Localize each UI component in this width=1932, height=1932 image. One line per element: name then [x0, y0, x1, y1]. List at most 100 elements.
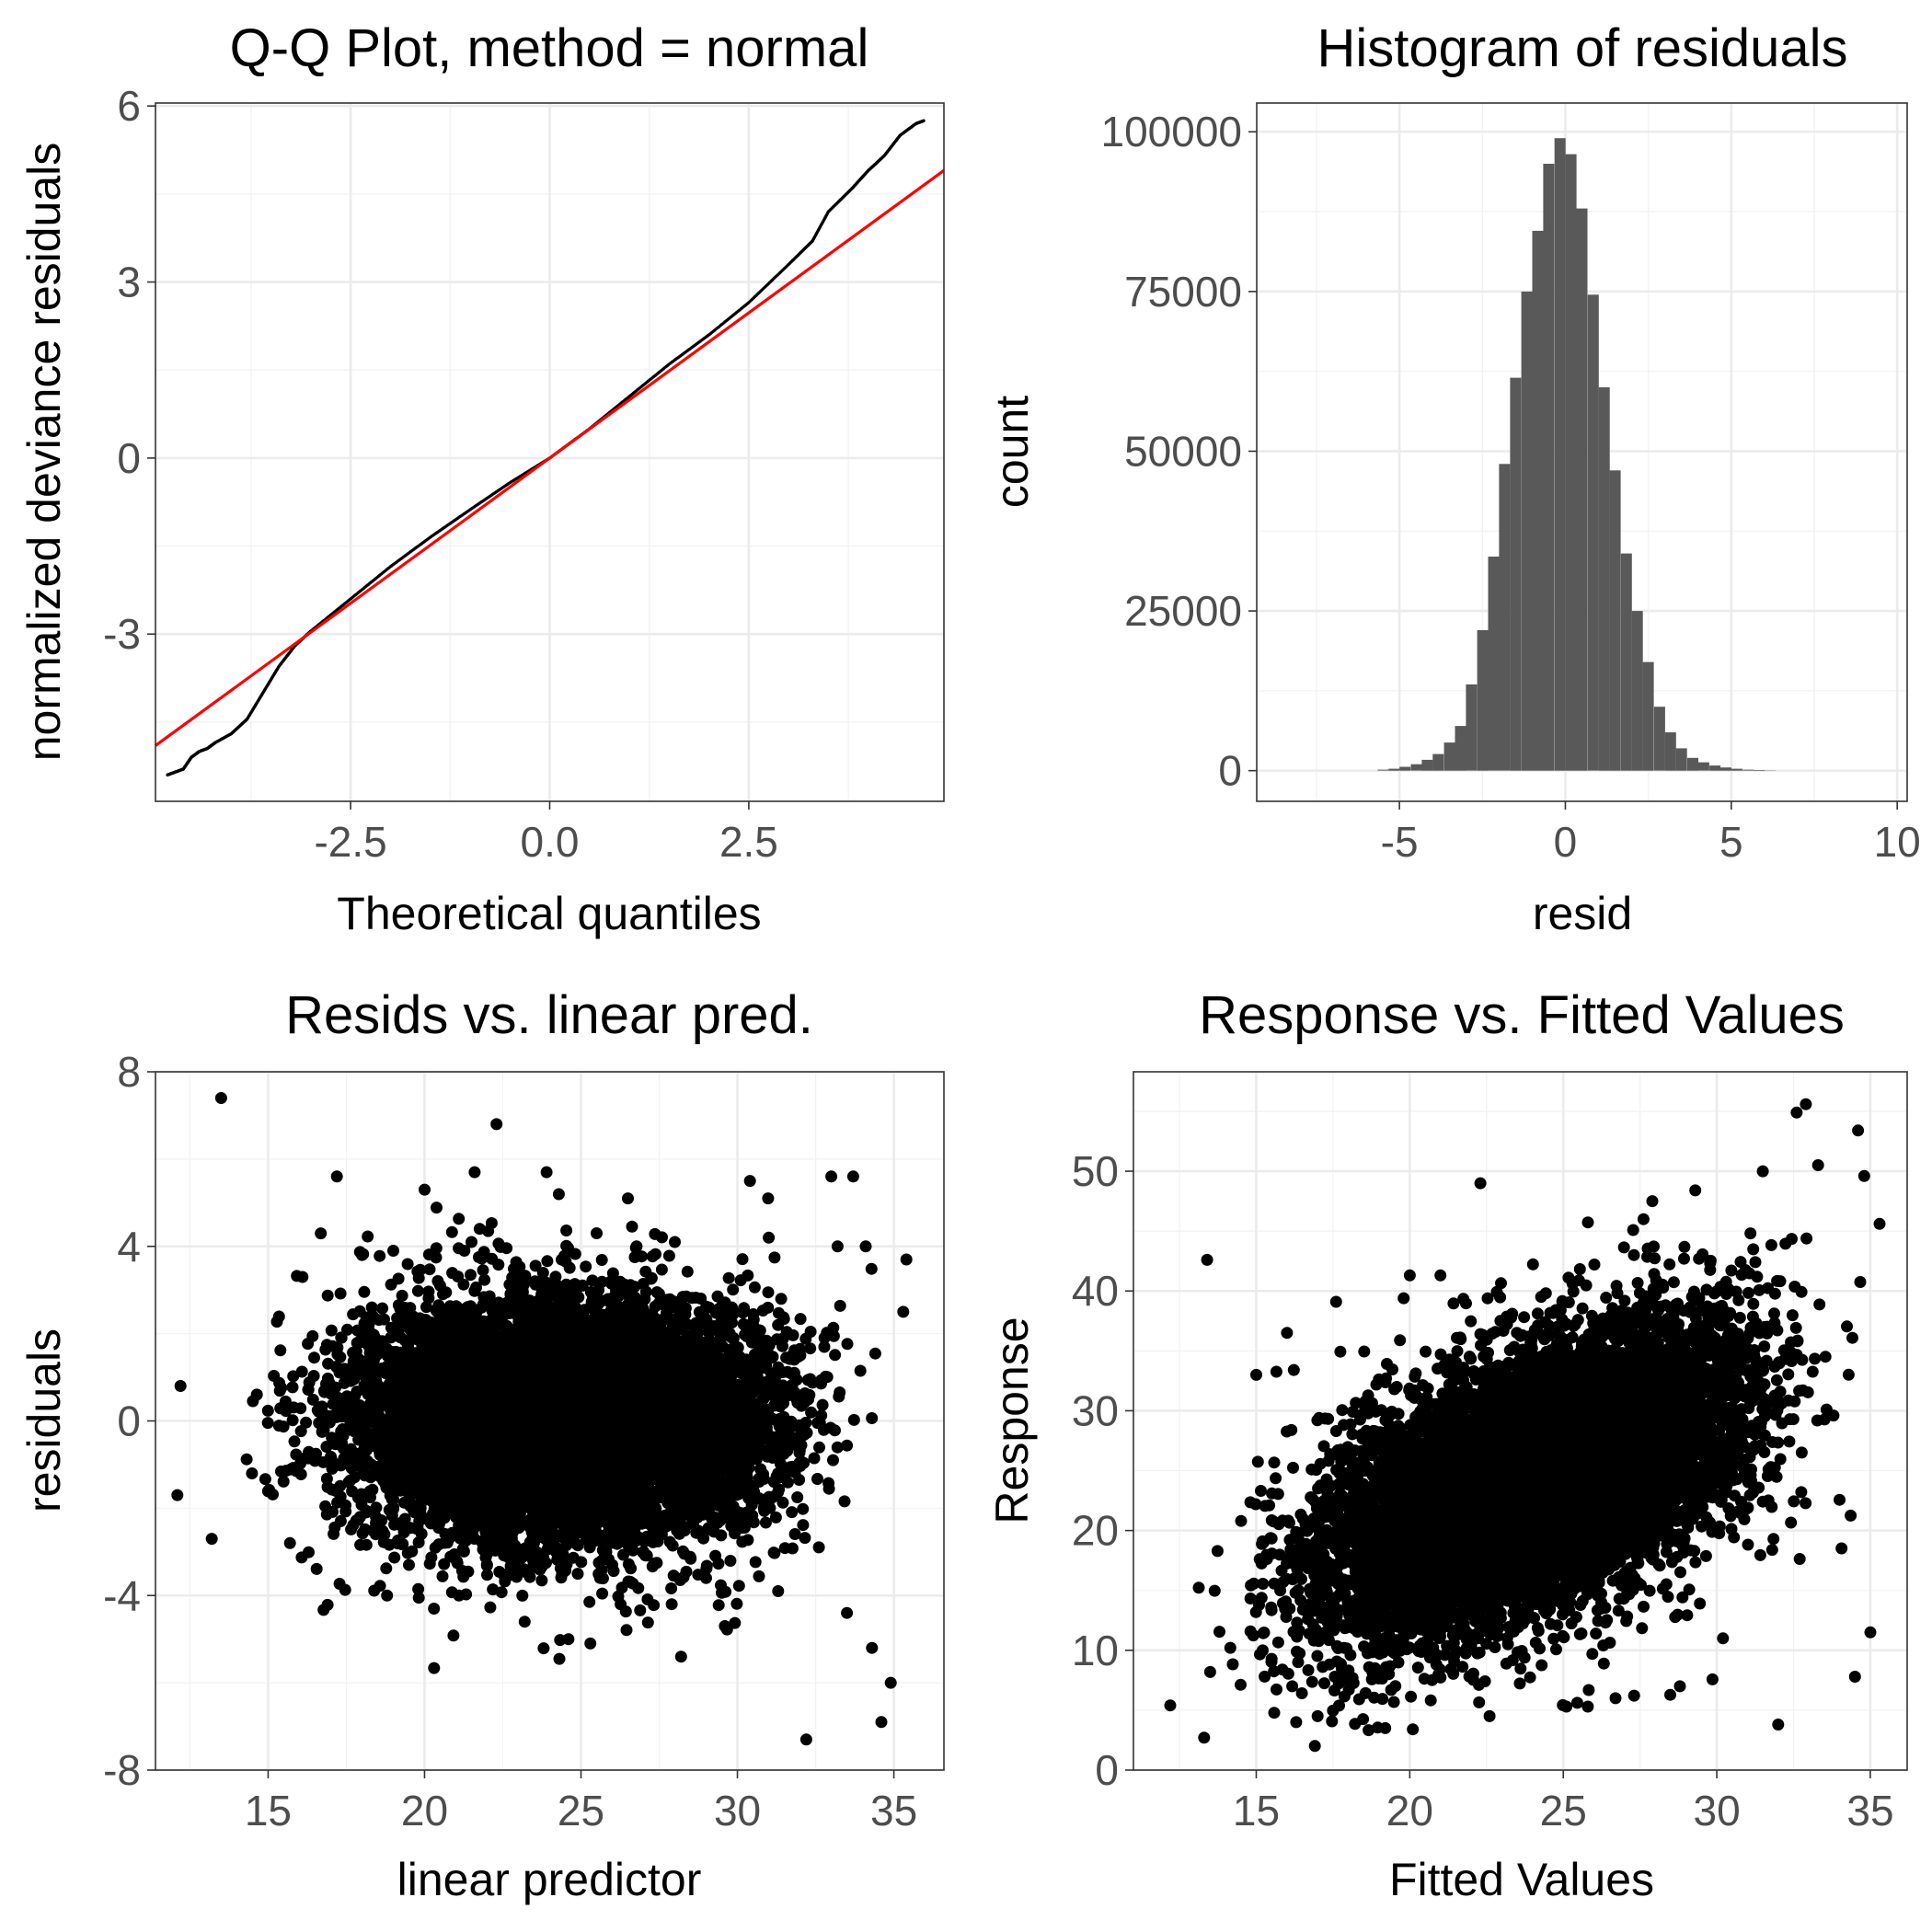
qq-plot-y-axis: -3 0 3 6 [103, 82, 155, 658]
histogram-y-tick-label: 0 [1218, 747, 1242, 795]
resid-vs-pred-point [259, 1473, 271, 1486]
resid-vs-pred-point [695, 1293, 707, 1305]
qq-plot-y-tick-label: 3 [117, 259, 141, 306]
resid-vs-pred-point [730, 1597, 743, 1610]
histogram-bar [1554, 138, 1566, 771]
resid-vs-pred-point [768, 1251, 781, 1264]
resid-vs-pred-point [380, 1562, 393, 1575]
histogram-x-tick-label: 5 [1719, 818, 1743, 866]
histogram-x-tick-label: 10 [1874, 818, 1921, 866]
histogram-x-tick-label: -5 [1381, 818, 1419, 866]
histogram-bar [1532, 230, 1544, 771]
resid-vs-pred-point [322, 1357, 335, 1370]
histogram-bar [1664, 732, 1676, 771]
resid-vs-pred-point [436, 1570, 449, 1582]
qq-plot-y-tick-label: 6 [117, 82, 141, 130]
resid-vs-pred-point [665, 1582, 678, 1594]
histogram-bar [1609, 470, 1621, 771]
qq-plot-y-tick-label: 0 [117, 434, 141, 482]
qq-plot-x-tick-label: 2.5 [719, 818, 778, 866]
resid-vs-pred-point [334, 1287, 347, 1300]
histogram-bar [1631, 611, 1643, 771]
qq-plot-point [922, 119, 926, 122]
resid-vs-pred-point [445, 1225, 458, 1238]
histogram-bar [1709, 765, 1721, 771]
histogram-bar [1510, 377, 1522, 771]
qq-plot-marks [155, 119, 945, 776]
histogram-bar [1742, 769, 1754, 771]
histogram-bar [1754, 770, 1765, 771]
resid-vs-pred-point [374, 1249, 386, 1262]
resid-vs-pred-point [541, 1255, 554, 1268]
resid-vs-pred-point [356, 1527, 369, 1540]
histogram-bar [1488, 557, 1500, 771]
resid-vs-pred-point [866, 1412, 879, 1424]
resid-vs-pred-point [274, 1344, 287, 1357]
histogram-bar [1432, 753, 1444, 771]
resid-vs-pred-point [827, 1454, 839, 1466]
histogram-bar [1565, 154, 1577, 771]
histogram-bar [1443, 742, 1455, 771]
histogram-y-axis-title: count [986, 396, 1038, 508]
histogram-bar [1653, 707, 1665, 771]
resid-vs-pred-point [829, 1349, 842, 1362]
resid-vs-pred-point [709, 1549, 722, 1562]
resid-vs-pred-point [811, 1473, 823, 1485]
histogram-y-tick-label: 50000 [1124, 427, 1242, 475]
histogram-bar [1731, 768, 1742, 771]
qq-plot-title: Q-Q Plot, method = normal [230, 18, 869, 78]
resid-vs-pred-point [516, 1589, 529, 1602]
histogram-bar [1499, 464, 1511, 771]
resid-vs-pred-point [376, 1302, 389, 1315]
resid-vs-pred-point [595, 1254, 608, 1266]
resid-vs-pred-point [294, 1402, 307, 1415]
resid-vs-pred-point [748, 1281, 761, 1294]
resid-vs-pred-point [411, 1284, 424, 1297]
resid-vs-pred-point [681, 1265, 694, 1278]
qq-plot-panel: Q-Q Plot, method = normal -2.5 0.0 2.5 -30… [18, 18, 945, 939]
histogram-y-tick-label: 75000 [1124, 268, 1242, 316]
histogram-bar [1455, 726, 1466, 771]
histogram-bar [1477, 629, 1489, 771]
resid-vs-pred-point [358, 1285, 371, 1298]
histogram-bars [1377, 138, 1776, 771]
histogram-bar [1642, 661, 1654, 771]
qq-plot-y-tick-label: -3 [103, 610, 141, 658]
histogram-x-axis-title: resid [1533, 888, 1632, 939]
histogram-bar [1675, 748, 1687, 771]
resid-vs-pred-point [736, 1253, 749, 1266]
histogram-y-tick-label: 25000 [1124, 587, 1242, 635]
resid-vs-pred-point [596, 1587, 609, 1600]
histogram-x-axis: -5 0 5 10 [1381, 801, 1921, 866]
histogram-bar [1466, 684, 1478, 771]
histogram-x-tick-label: 0 [1554, 818, 1578, 866]
histogram-bar [1587, 294, 1599, 771]
qq-plot-x-tick-label: -2.5 [314, 818, 386, 866]
histogram-bar [1687, 757, 1698, 771]
resid-vs-pred-point [634, 1604, 647, 1616]
histogram-title: Histogram of residuals [1317, 18, 1848, 78]
histogram-bar [1521, 291, 1533, 771]
resid-vs-pred-point [321, 1598, 334, 1611]
histogram-panel: Histogram of residuals -5 0 5 10 0 25000 5000… [986, 18, 1921, 939]
resid-vs-pred-point [841, 1338, 854, 1351]
resid-vs-pred-point [453, 1213, 466, 1225]
qq-plot-major-gridlines [155, 103, 944, 801]
resid-vs-pred-point [477, 1264, 489, 1277]
resid-vs-pred-point [769, 1511, 782, 1524]
resid-vs-pred-title: Resids vs. linear pred. [285, 985, 813, 1045]
resid-vs-pred-point [822, 1482, 835, 1495]
histogram-bar [1377, 769, 1389, 771]
resid-vs-pred-point [286, 1381, 299, 1394]
resid-vs-pred-point [388, 1551, 401, 1564]
histogram-bar [1410, 764, 1422, 771]
histogram-bar [1697, 762, 1709, 771]
resid-vs-pred-points [171, 1092, 913, 1746]
resid-vs-pred-point [838, 1495, 851, 1508]
histogram-bar [1620, 553, 1632, 771]
histogram-bar [1576, 208, 1588, 771]
resid-vs-pred-point [306, 1329, 319, 1342]
qq-plot-y-axis-title: normalized deviance residuals [18, 143, 70, 762]
histogram-bar [1388, 768, 1400, 771]
